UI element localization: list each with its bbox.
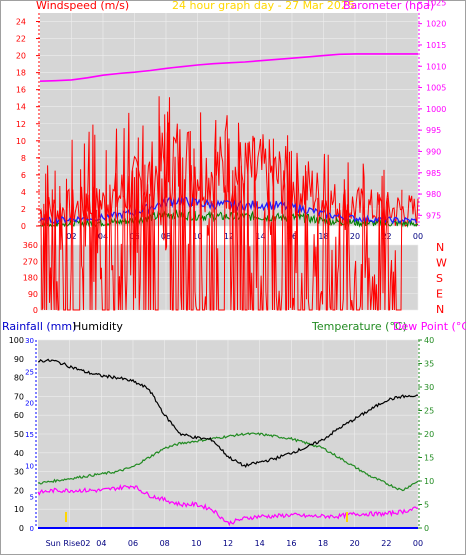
wind-min-line xyxy=(39,209,419,228)
barometer-tick-label: 1025 xyxy=(426,0,446,7)
time-tick-label: 00 xyxy=(413,232,423,241)
time-tick-label: 00 xyxy=(413,539,423,548)
temperature-tick-label: 5 xyxy=(424,501,429,510)
windspeed-tick-label: 18 xyxy=(16,69,26,78)
direction-tick-label: 90 xyxy=(28,290,38,299)
humidity-tick-label: 10 xyxy=(14,505,24,514)
direction-tick-label: 360 xyxy=(23,241,38,250)
direction-tick-label: 270 xyxy=(23,257,38,266)
humidity-tick-label: 40 xyxy=(14,449,24,458)
windspeed-tick-label: 22 xyxy=(16,35,26,44)
time-tick-label: 04 xyxy=(96,539,106,548)
time-tick-label: 04 xyxy=(98,232,108,241)
humidity-tick-label: 100 xyxy=(9,336,24,345)
rainfall-tick-label: 0 xyxy=(30,525,34,533)
time-tick-label: 14 xyxy=(255,539,265,548)
humidity-axis-label: Humidity xyxy=(73,320,123,333)
humidity-tick-label: 20 xyxy=(14,486,24,495)
rainfall-tick-label: 10 xyxy=(25,462,34,470)
barometer-tick-label: 975 xyxy=(426,211,441,220)
humidity-tick-label: 60 xyxy=(14,411,24,420)
windspeed-tick-label: 24 xyxy=(16,18,26,27)
rainfall-axis-label: Rainfall (mm) xyxy=(2,320,76,333)
time-tick-label: 10 xyxy=(192,232,202,241)
direction-tick-label: 0 xyxy=(33,306,38,315)
humidity-line xyxy=(37,358,419,469)
temperature-tick-label: 20 xyxy=(424,430,434,439)
windspeed-tick-label: 2 xyxy=(21,205,26,214)
temperature-line xyxy=(37,432,419,492)
barometer-line xyxy=(39,53,418,82)
barometer-tick-label: 985 xyxy=(426,169,441,178)
dew-point-axis-label: Dew Point (°C) xyxy=(393,320,466,333)
barometer-tick-label: 1005 xyxy=(426,84,446,93)
windspeed-tick-label: 10 xyxy=(16,137,26,146)
temperature-tick-label: 0 xyxy=(424,524,429,533)
dew-point-line xyxy=(37,484,419,527)
time-tick-label: 22 xyxy=(381,232,391,241)
humidity-tick-label: 90 xyxy=(14,355,24,364)
windspeed-tick-label: 6 xyxy=(21,171,26,180)
temperature-tick-label: 40 xyxy=(424,336,434,345)
barometer-tick-label: 980 xyxy=(426,190,441,199)
humidity-tick-label: 0 xyxy=(19,524,24,533)
compass-letter: W xyxy=(436,257,447,270)
compass-letter: E xyxy=(436,288,443,301)
barometer-axis-label: Barometer (hpa) xyxy=(343,0,434,12)
windspeed-tick-label: 0 xyxy=(21,222,26,231)
humidity-tick-label: 50 xyxy=(14,430,24,439)
time-tick-label: 20 xyxy=(350,232,360,241)
compass-letter: S xyxy=(436,272,443,285)
barometer-tick-label: 1000 xyxy=(426,105,446,114)
rainfall-tick-label: 25 xyxy=(25,368,34,376)
windspeed-axis-label: Windspeed (m/s) xyxy=(36,0,129,12)
windspeed-tick-label: 16 xyxy=(16,86,26,95)
time-tick-label: 10 xyxy=(191,539,201,548)
rainfall-tick-label: 15 xyxy=(25,431,34,439)
time-tick-label: 08 xyxy=(160,539,170,548)
rainfall-tick-label: 5 xyxy=(30,494,34,502)
compass-letter: N xyxy=(436,303,444,316)
temperature-tick-label: 10 xyxy=(424,477,434,486)
time-tick-label: 12 xyxy=(223,539,233,548)
time-tick-label: 12 xyxy=(224,232,234,241)
rainfall-tick-label: 30 xyxy=(25,337,34,345)
wind-direction-line xyxy=(39,96,403,311)
time-tick-label: 18 xyxy=(318,539,328,548)
time-tick-label: 16 xyxy=(286,539,296,548)
temperature-tick-label: 30 xyxy=(424,383,434,392)
windspeed-tick-label: 14 xyxy=(16,103,26,112)
windspeed-tick-label: 4 xyxy=(21,188,26,197)
time-tick-label: 22 xyxy=(381,539,391,548)
temperature-axis-label: Temperature (°C) xyxy=(311,320,407,333)
barometer-tick-label: 1015 xyxy=(426,41,446,50)
barometer-tick-label: 990 xyxy=(426,147,441,156)
rainfall-tick-label: 20 xyxy=(25,400,34,408)
chart-title: 24 hour graph day - 27 Mar 2025 xyxy=(172,0,355,12)
barometer-tick-label: 995 xyxy=(426,126,441,135)
temperature-tick-label: 35 xyxy=(424,360,434,369)
time-tick-label: 14 xyxy=(255,232,265,241)
barometer-tick-label: 1020 xyxy=(426,20,446,29)
temperature-tick-label: 25 xyxy=(424,407,434,416)
direction-tick-label: 180 xyxy=(23,274,38,283)
axes: 0246810121416182022249759809859909951000… xyxy=(9,0,447,548)
humidity-tick-label: 80 xyxy=(14,374,24,383)
barometer-tick-label: 1010 xyxy=(426,62,446,71)
humidity-tick-label: 70 xyxy=(14,392,24,401)
series xyxy=(37,53,419,529)
windspeed-tick-label: 12 xyxy=(16,120,26,129)
temperature-tick-label: 15 xyxy=(424,454,434,463)
time-tick-label: 06 xyxy=(128,539,138,548)
wind-avg-line xyxy=(39,196,418,226)
time-tick-label: 20 xyxy=(350,539,360,548)
humidity-tick-label: 30 xyxy=(14,468,24,477)
time-tick-label: Sun Rise02 xyxy=(46,539,91,548)
windspeed-tick-label: 20 xyxy=(16,52,26,61)
windspeed-tick-label: 8 xyxy=(21,154,26,163)
compass-letter: N xyxy=(436,241,444,254)
